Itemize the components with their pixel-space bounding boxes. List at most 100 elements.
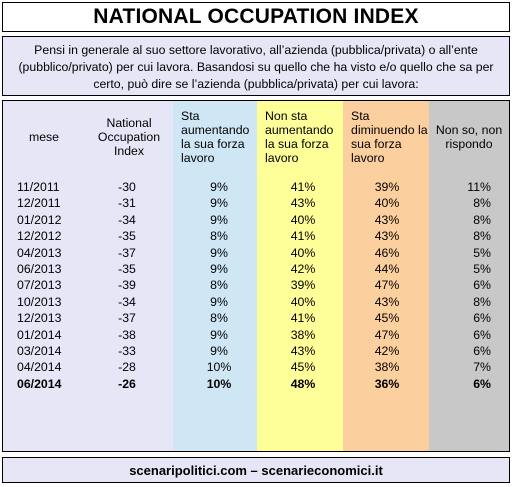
column-aumentando: [173, 101, 257, 451]
cell-index: -33: [118, 344, 136, 358]
header-diminuendo: Sta diminuendo la sua forza lavoro: [351, 109, 428, 165]
cell-mese: 10/2013: [17, 294, 62, 309]
cell-non-aumentando: 41%: [290, 311, 316, 326]
cell-aumentando: 9%: [210, 212, 228, 227]
table-row: 01/2014 -38 9% 38% 47% 6%: [3, 327, 509, 343]
cell-non-aumentando: 45%: [290, 360, 316, 375]
cell-non-aumentando: 38%: [290, 327, 316, 342]
cell-mese: 01/2014: [17, 327, 62, 342]
cell-diminuendo: 38%: [374, 360, 400, 375]
cell-mese: 12/2012: [17, 229, 62, 244]
cell-non-so: 5%: [473, 262, 491, 276]
cell-aumentando: 9%: [210, 196, 228, 211]
table-row: 06/2014 -26 10% 48% 36% 6%: [3, 376, 509, 392]
cell-aumentando: 10%: [206, 376, 232, 391]
cell-aumentando: 9%: [210, 262, 228, 276]
cell-index: -37: [118, 245, 136, 260]
table-row: 12/2012 -35 8% 41% 43% 8%: [3, 228, 509, 244]
cell-diminuendo: 43%: [374, 212, 400, 227]
column-diminuendo: [343, 101, 429, 451]
cell-non-so: 8%: [473, 294, 491, 309]
cell-non-so: 11%: [467, 180, 491, 194]
cell-non-aumentando: 40%: [290, 294, 316, 309]
cell-non-so: 5%: [473, 245, 491, 260]
cell-non-so: 8%: [473, 229, 491, 244]
cell-non-aumentando: 43%: [290, 344, 316, 358]
cell-non-aumentando: 42%: [290, 262, 316, 276]
cell-aumentando: 10%: [206, 360, 232, 375]
cell-non-so: 6%: [473, 311, 491, 326]
cell-mese: 03/2014: [17, 344, 62, 358]
cell-mese: 01/2012: [17, 212, 62, 227]
table-row: 06/2013 -35 9% 42% 44% 5%: [3, 261, 509, 277]
cell-non-aumentando: 40%: [290, 212, 316, 227]
cell-mese: 12/2011: [17, 196, 61, 211]
cell-diminuendo: 43%: [374, 229, 400, 244]
cell-diminuendo: 46%: [374, 245, 400, 260]
cell-non-aumentando: 39%: [290, 278, 316, 293]
cell-non-so: 7%: [473, 360, 491, 375]
cell-diminuendo: 43%: [374, 294, 400, 309]
cell-aumentando: 8%: [210, 229, 228, 244]
cell-aumentando: 8%: [210, 311, 228, 326]
cell-non-so: 6%: [473, 344, 491, 358]
cell-non-aumentando: 48%: [290, 376, 316, 391]
cell-diminuendo: 47%: [374, 327, 400, 342]
cell-non-so: 8%: [473, 196, 491, 211]
header-mese: mese: [28, 130, 60, 144]
cell-non-aumentando: 43%: [290, 196, 316, 211]
cell-aumentando: 9%: [210, 180, 228, 194]
cell-diminuendo: 42%: [374, 344, 400, 358]
cell-index: -38: [118, 327, 136, 342]
cell-non-so: 8%: [473, 212, 491, 227]
cell-index: -39: [118, 278, 136, 293]
cell-non-so: 6%: [473, 376, 491, 391]
cell-index: -34: [118, 294, 136, 309]
table-row: 12/2013 -37 8% 41% 45% 6%: [3, 310, 509, 326]
cell-index: -30: [118, 180, 136, 194]
cell-diminuendo: 36%: [374, 376, 400, 391]
header-aumentando: Sta aumentando la sua forza lavoro: [181, 109, 250, 165]
table-row: 11/2011 -30 9% 41% 39% 11%: [3, 179, 509, 195]
cell-aumentando: 9%: [210, 245, 228, 260]
table-row: 03/2014 -33 9% 43% 42% 6%: [3, 343, 509, 359]
cell-mese: 06/2014: [17, 376, 62, 391]
cell-non-so: 6%: [473, 278, 491, 293]
cell-mese: 04/2014: [17, 360, 62, 375]
cell-aumentando: 9%: [210, 327, 228, 342]
header-non-so: Non so, non rispondo: [435, 123, 503, 151]
data-table: mese National Occupation Index Sta aumen…: [2, 100, 510, 452]
table-row: 01/2012 -34 9% 40% 43% 8%: [3, 212, 509, 228]
cell-diminuendo: 47%: [374, 278, 400, 293]
page-title: NATIONAL OCCUPATION INDEX: [2, 2, 510, 32]
cell-index: -35: [118, 262, 136, 276]
table-row: 04/2013 -37 9% 40% 46% 5%: [3, 245, 509, 261]
cell-index: -26: [118, 376, 136, 391]
cell-index: -37: [118, 311, 136, 326]
cell-mese: 04/2013: [17, 245, 62, 260]
cell-index: -31: [118, 196, 136, 211]
cell-aumentando: 9%: [210, 344, 228, 358]
table-row: 12/2011 -31 9% 43% 40% 8%: [3, 195, 509, 211]
cell-index: -28: [118, 360, 136, 375]
cell-diminuendo: 39%: [374, 180, 400, 194]
cell-non-so: 6%: [473, 327, 491, 342]
header-index: National Occupation Index: [97, 116, 161, 158]
table-row: 04/2014 -28 10% 45% 38% 7%: [3, 359, 509, 375]
cell-aumentando: 8%: [210, 278, 228, 293]
cell-non-aumentando: 40%: [290, 245, 316, 260]
cell-diminuendo: 45%: [374, 311, 400, 326]
cell-mese: 12/2013: [17, 311, 62, 326]
cell-aumentando: 9%: [210, 294, 228, 309]
table-row: 10/2013 -34 9% 40% 43% 8%: [3, 294, 509, 310]
cell-non-aumentando: 41%: [290, 229, 316, 244]
cell-mese: 11/2011: [17, 180, 60, 194]
column-non-so: [429, 101, 509, 451]
cell-index: -34: [118, 212, 136, 227]
cell-mese: 07/2013: [17, 278, 62, 293]
cell-non-aumentando: 41%: [290, 180, 316, 194]
cell-mese: 06/2013: [17, 262, 62, 276]
header-non-aumentando: Non sta aumentando la sua forza lavoro: [265, 109, 334, 165]
cell-diminuendo: 40%: [374, 196, 400, 211]
